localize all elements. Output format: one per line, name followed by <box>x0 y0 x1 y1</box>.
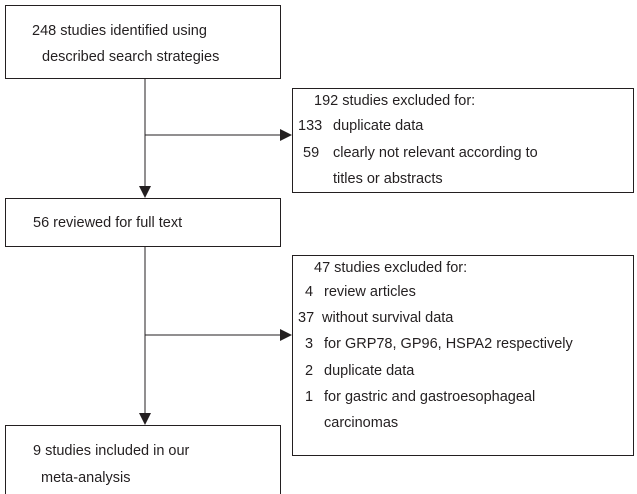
item-number: 133 <box>298 118 322 134</box>
item-text: clearly not relevant according to <box>333 145 538 161</box>
item-text: titles or abstracts <box>333 171 443 187</box>
item-number: 2 <box>305 363 313 379</box>
exclusion-title: 192 studies excluded for: <box>314 93 475 109</box>
arrow-head <box>139 186 151 198</box>
exclusion-box <box>292 88 634 193</box>
exclusion-title: 47 studies excluded for: <box>314 260 467 276</box>
item-text: carcinomas <box>324 415 398 431</box>
item-text: duplicate data <box>333 118 424 134</box>
item-text: duplicate data <box>324 363 415 379</box>
arrow-head <box>139 413 151 425</box>
arrow-head <box>280 129 292 141</box>
item-number: 3 <box>305 336 313 352</box>
item-text: without survival data <box>321 310 454 326</box>
item-number: 37 <box>298 310 314 326</box>
node-text: described search strategies <box>42 49 219 65</box>
item-text: review articles <box>324 284 416 300</box>
node-box <box>5 5 281 79</box>
node-box <box>5 198 281 247</box>
node-text: 56 reviewed for full text <box>33 215 182 231</box>
item-text: for GRP78, GP96, HSPA2 respectively <box>324 336 574 352</box>
item-number: 59 <box>303 145 319 161</box>
node-text: 248 studies identified using <box>32 23 207 39</box>
node-text: 9 studies included in our <box>33 443 190 459</box>
arrow-head <box>280 329 292 341</box>
exclusion-box <box>292 255 634 456</box>
node-text: meta-analysis <box>41 470 130 486</box>
item-number: 1 <box>305 389 313 405</box>
item-number: 4 <box>305 284 313 300</box>
node-box <box>5 425 281 494</box>
item-text: for gastric and gastroesophageal <box>324 389 535 405</box>
